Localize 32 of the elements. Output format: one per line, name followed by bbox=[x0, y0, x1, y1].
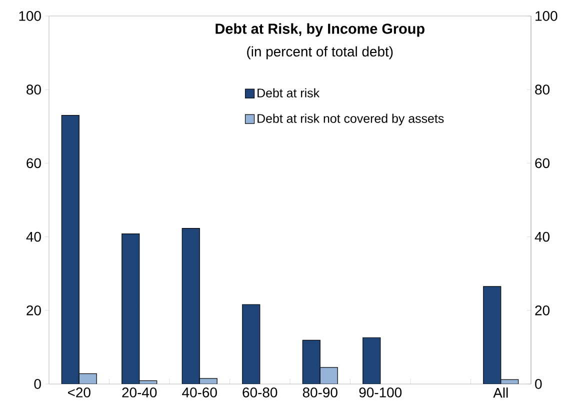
y2-tick-label: 100 bbox=[536, 11, 558, 21]
bar bbox=[320, 367, 338, 384]
y-tick-label: 40 bbox=[26, 232, 41, 242]
bar bbox=[302, 340, 320, 384]
y-tick-label: 100 bbox=[19, 11, 41, 21]
legend-label: Debt at risk not covered by assets bbox=[258, 114, 444, 126]
y2-tick-label: 40 bbox=[534, 232, 550, 242]
y-tick-label: 0 bbox=[34, 379, 41, 389]
chart-title: Debt at Risk, by Income Group bbox=[216, 23, 424, 37]
y-tick-label: 80 bbox=[26, 84, 41, 95]
bar bbox=[483, 286, 502, 384]
bar bbox=[242, 304, 260, 384]
bar bbox=[182, 228, 200, 384]
bar bbox=[61, 115, 80, 384]
x-tick-label: 90-100 bbox=[359, 388, 402, 398]
x-tick-label: 20-40 bbox=[122, 388, 157, 398]
x-tick-label: 80-90 bbox=[302, 388, 338, 398]
bar bbox=[122, 234, 140, 384]
y2-tick-label: 20 bbox=[535, 305, 550, 316]
y2-tick-label: 0 bbox=[535, 379, 542, 389]
bar bbox=[362, 337, 381, 384]
y-tick-label: 60 bbox=[26, 158, 41, 168]
legend-label: Debt at risk bbox=[258, 88, 320, 98]
x-tick-label: All bbox=[493, 388, 508, 398]
x-tick-label: 40-60 bbox=[182, 388, 217, 398]
bar bbox=[79, 374, 97, 384]
y2-tick-label: 60 bbox=[535, 158, 550, 168]
x-tick-label: <20 bbox=[68, 388, 90, 398]
x-tick-label: 60-80 bbox=[242, 388, 278, 398]
y-tick-label: 20 bbox=[26, 305, 41, 316]
text: (in percent of total debt) bbox=[247, 46, 393, 60]
y2-tick-label: 80 bbox=[535, 84, 550, 95]
